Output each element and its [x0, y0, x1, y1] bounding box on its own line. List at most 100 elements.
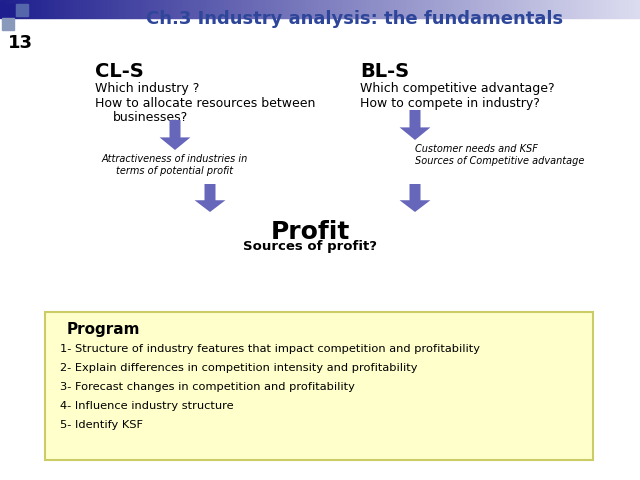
- Bar: [286, 0, 288, 18]
- Bar: [555, 0, 557, 18]
- Bar: [36, 0, 38, 18]
- Bar: [459, 0, 461, 18]
- Bar: [504, 0, 506, 18]
- Bar: [267, 0, 269, 18]
- Bar: [392, 0, 395, 18]
- Text: CL-S: CL-S: [95, 62, 144, 81]
- Bar: [333, 0, 335, 18]
- Text: businesses?: businesses?: [113, 111, 188, 124]
- Text: 1- Structure of industry features that impact competition and profitability: 1- Structure of industry features that i…: [60, 344, 480, 354]
- Bar: [166, 0, 168, 18]
- Text: How to compete in industry?: How to compete in industry?: [360, 97, 540, 110]
- Bar: [384, 0, 386, 18]
- Bar: [373, 0, 376, 18]
- Bar: [516, 0, 518, 18]
- Bar: [328, 0, 331, 18]
- Bar: [94, 0, 96, 18]
- Text: 4- Influence industry structure: 4- Influence industry structure: [60, 401, 234, 411]
- Bar: [17, 0, 19, 18]
- Bar: [478, 0, 480, 18]
- Bar: [472, 0, 474, 18]
- Bar: [520, 0, 523, 18]
- Bar: [491, 0, 493, 18]
- Text: 13: 13: [8, 34, 33, 52]
- Bar: [386, 0, 388, 18]
- Bar: [126, 0, 128, 18]
- Bar: [213, 0, 216, 18]
- Bar: [608, 0, 610, 18]
- Bar: [493, 0, 495, 18]
- Bar: [625, 0, 627, 18]
- Text: 3- Forecast changes in competition and profitability: 3- Forecast changes in competition and p…: [60, 382, 355, 392]
- Bar: [582, 0, 584, 18]
- Bar: [209, 0, 211, 18]
- Bar: [376, 0, 378, 18]
- Bar: [634, 0, 636, 18]
- Bar: [66, 0, 68, 18]
- Bar: [192, 0, 194, 18]
- Bar: [168, 0, 171, 18]
- Bar: [597, 0, 600, 18]
- Bar: [584, 0, 587, 18]
- Bar: [305, 0, 307, 18]
- Bar: [437, 0, 440, 18]
- Bar: [252, 0, 254, 18]
- Bar: [154, 0, 156, 18]
- Bar: [198, 0, 200, 18]
- Bar: [488, 0, 491, 18]
- Bar: [542, 0, 544, 18]
- Bar: [60, 0, 62, 18]
- Bar: [416, 0, 418, 18]
- Bar: [284, 0, 286, 18]
- Bar: [122, 0, 124, 18]
- Bar: [480, 0, 482, 18]
- Bar: [58, 0, 60, 18]
- Bar: [339, 0, 341, 18]
- Bar: [273, 0, 275, 18]
- Bar: [380, 0, 382, 18]
- Bar: [614, 0, 616, 18]
- Bar: [220, 0, 222, 18]
- Bar: [216, 0, 218, 18]
- Bar: [352, 0, 354, 18]
- Bar: [117, 0, 120, 18]
- Bar: [363, 0, 365, 18]
- Bar: [452, 0, 454, 18]
- Bar: [418, 0, 420, 18]
- Bar: [34, 0, 36, 18]
- Bar: [26, 0, 28, 18]
- Bar: [181, 0, 184, 18]
- Bar: [145, 0, 147, 18]
- Bar: [557, 0, 559, 18]
- Bar: [314, 0, 316, 18]
- Bar: [316, 0, 318, 18]
- Bar: [288, 0, 290, 18]
- Bar: [474, 0, 476, 18]
- Bar: [390, 0, 392, 18]
- Bar: [533, 0, 536, 18]
- Bar: [335, 0, 337, 18]
- Text: Customer needs and KSF
Sources of Competitive advantage: Customer needs and KSF Sources of Compet…: [415, 144, 584, 166]
- Bar: [62, 0, 64, 18]
- Bar: [570, 0, 572, 18]
- Bar: [15, 0, 17, 18]
- Bar: [444, 0, 446, 18]
- Bar: [32, 0, 34, 18]
- Text: Ch.3 Industry analysis: the fundamentals: Ch.3 Industry analysis: the fundamentals: [147, 10, 564, 28]
- Bar: [506, 0, 508, 18]
- Bar: [248, 0, 250, 18]
- Bar: [136, 0, 139, 18]
- Bar: [230, 0, 232, 18]
- Bar: [616, 0, 619, 18]
- Bar: [43, 0, 45, 18]
- Bar: [331, 0, 333, 18]
- Text: 5- Identify KSF: 5- Identify KSF: [60, 420, 143, 430]
- Bar: [190, 0, 192, 18]
- Bar: [632, 0, 634, 18]
- Bar: [245, 0, 248, 18]
- Bar: [324, 0, 326, 18]
- Bar: [627, 0, 629, 18]
- Bar: [424, 0, 427, 18]
- Bar: [440, 0, 442, 18]
- Bar: [510, 0, 512, 18]
